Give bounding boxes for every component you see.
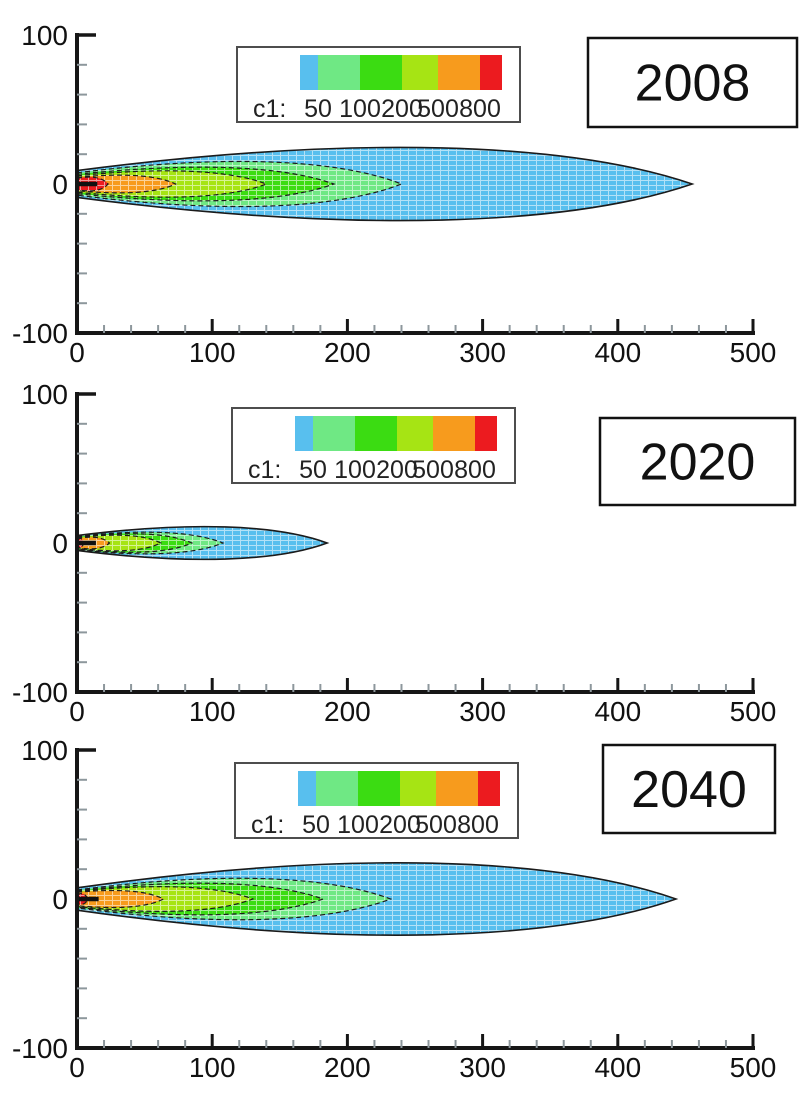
legend-swatch-4 xyxy=(402,55,438,90)
year-text: 2020 xyxy=(640,434,756,492)
x-tick-label: 500 xyxy=(730,337,777,365)
legend-swatch-2 xyxy=(318,55,360,90)
year-box xyxy=(601,743,777,835)
mesh-overlay xyxy=(77,526,328,560)
legend-value-label: 800 xyxy=(454,456,496,484)
x-tick-label: 500 xyxy=(730,696,777,727)
legend-value-label: 50 xyxy=(302,811,330,839)
legend-value-label: 200 xyxy=(376,456,418,484)
y-tick-label: -100 xyxy=(12,677,68,708)
contour-line-band-500-800 xyxy=(76,536,111,550)
legend-title: c1: xyxy=(248,456,281,484)
x-tick-label: 300 xyxy=(459,337,506,365)
x-tick-label: 0 xyxy=(69,337,85,365)
legend-value-label: 100 xyxy=(334,456,376,484)
contour-line-band-50-100 xyxy=(76,531,225,555)
legend-swatch-2 xyxy=(316,771,358,806)
legend-value-label: 50 xyxy=(299,456,327,484)
contour-line-band-below-50 xyxy=(76,146,695,222)
legend-swatch-3 xyxy=(358,771,400,806)
x-tick-label: 0 xyxy=(69,1052,85,1083)
legend-value-label: 200 xyxy=(381,95,423,123)
x-tick-label: 200 xyxy=(324,1052,371,1083)
x-tick-label: 100 xyxy=(189,337,236,365)
legend-swatch-2 xyxy=(313,416,355,451)
contour-line-band-200-500 xyxy=(76,886,255,912)
mesh-overlay xyxy=(77,147,693,221)
year-text: 2008 xyxy=(635,55,751,113)
legend-swatch-6 xyxy=(478,771,500,806)
legend-swatch-1 xyxy=(295,416,313,451)
legend-swatch-3 xyxy=(355,416,397,451)
legend-swatch-5 xyxy=(438,55,480,90)
legend-value-label: 50 xyxy=(304,95,332,123)
year-label-2008: 2008 xyxy=(586,36,799,129)
legend-swatch-5 xyxy=(433,416,475,451)
legend-value-label: 800 xyxy=(459,95,501,123)
year-label-2020: 2020 xyxy=(598,416,797,507)
contour-line-band-above-800 xyxy=(76,176,109,192)
y-tick-label: -100 xyxy=(12,318,68,349)
legend-swatch-6 xyxy=(480,55,502,90)
contour-line-band-200-500 xyxy=(76,534,163,552)
contour-line-band-100-200 xyxy=(76,533,194,553)
contour-line-band-500-800 xyxy=(76,174,178,194)
legend-value-label: 500 xyxy=(415,811,457,839)
x-tick-label: 400 xyxy=(594,696,641,727)
contour-line-band-100-200 xyxy=(76,882,325,916)
x-tick-label: 400 xyxy=(594,1052,641,1083)
legend-swatch-1 xyxy=(298,771,316,806)
x-tick-label: 100 xyxy=(189,1052,236,1083)
legend-swatch-1 xyxy=(300,55,318,90)
y-tick-label: -100 xyxy=(12,1033,68,1064)
mesh-overlay xyxy=(77,862,676,936)
contour-line-band-below-50 xyxy=(76,525,330,561)
legend-value-label: 500 xyxy=(417,95,459,123)
y-tick-label: 0 xyxy=(52,528,68,559)
x-tick-label: 400 xyxy=(594,337,641,365)
x-tick-label: 500 xyxy=(730,1052,777,1083)
year-box xyxy=(598,416,797,507)
x-tick-label: 300 xyxy=(459,696,506,727)
y-tick-label: 0 xyxy=(52,884,68,915)
year-box xyxy=(586,36,799,129)
contour-line-band-50-100 xyxy=(76,160,404,208)
x-tick-label: 200 xyxy=(324,337,371,365)
contour-line-band-500-800 xyxy=(76,889,165,909)
legend-value-label: 200 xyxy=(379,811,421,839)
legend-title: c1: xyxy=(251,811,284,839)
x-tick-label: 300 xyxy=(459,1052,506,1083)
x-tick-label: 200 xyxy=(324,696,371,727)
legend-value-label: 800 xyxy=(457,811,499,839)
contour-line-band-below-50 xyxy=(76,862,679,936)
legend-swatch-5 xyxy=(436,771,478,806)
year-text: 2040 xyxy=(631,761,747,819)
contour-line-band-above-800 xyxy=(76,893,89,905)
legend-value-label: 100 xyxy=(339,95,381,123)
legend-swatch-6 xyxy=(475,416,497,451)
year-label-2040: 2040 xyxy=(601,743,777,835)
x-tick-label: 0 xyxy=(69,696,85,727)
contour-line-band-100-200 xyxy=(76,166,336,202)
legend-swatch-4 xyxy=(400,771,436,806)
contour-line-band-200-500 xyxy=(76,170,268,198)
contour-line-band-50-100 xyxy=(76,877,393,921)
x-tick-label: 100 xyxy=(189,696,236,727)
y-tick-label: 100 xyxy=(21,379,68,410)
y-tick-label: 100 xyxy=(21,20,68,51)
y-tick-label: 100 xyxy=(21,735,68,766)
legend-value-label: 500 xyxy=(412,456,454,484)
legend-swatch-4 xyxy=(397,416,433,451)
legend-value-label: 100 xyxy=(337,811,379,839)
y-tick-label: 0 xyxy=(52,169,68,200)
legend-swatch-3 xyxy=(360,55,402,90)
legend-title: c1: xyxy=(253,95,286,123)
